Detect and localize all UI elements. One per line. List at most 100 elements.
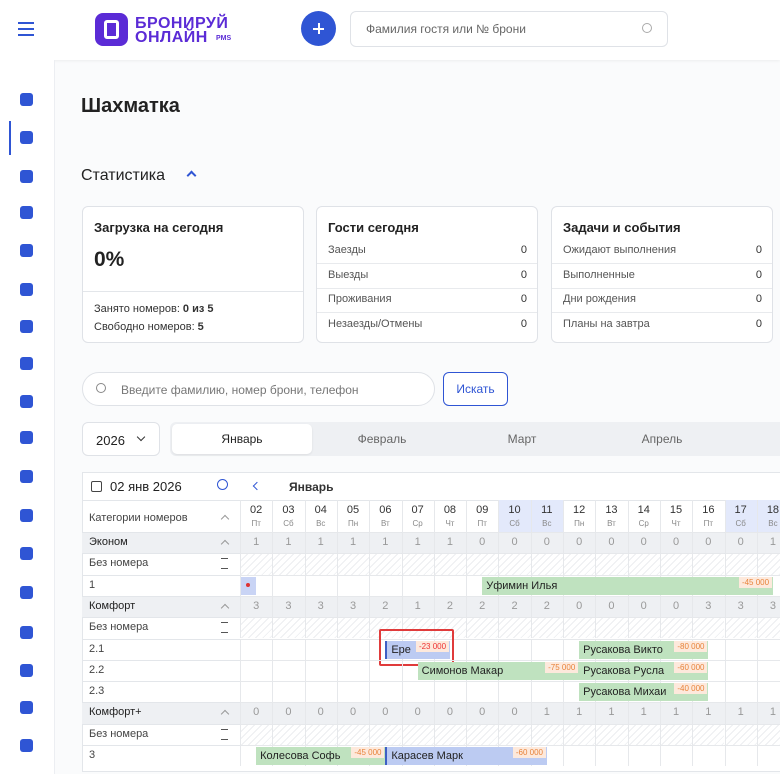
- search-box[interactable]: Введите фамилию, номер брони, телефон: [82, 372, 435, 406]
- day-cell: [272, 638, 305, 660]
- booking[interactable]: Симонов Макар: [417, 661, 580, 681]
- availability: 1: [640, 706, 647, 719]
- sidebar-icon[interactable]: [20, 131, 33, 144]
- stat-row-value: 0: [520, 317, 527, 330]
- sidebar-icon[interactable]: [20, 244, 33, 257]
- day-cell: [304, 723, 337, 745]
- month-tab[interactable]: Март: [507, 432, 537, 446]
- day-cell: [433, 553, 467, 575]
- day-cell: [401, 723, 434, 745]
- day-cell: [466, 532, 499, 554]
- day-cell: [304, 617, 337, 639]
- unassigned-icon: [221, 558, 228, 570]
- stat-line-value: 5: [197, 321, 204, 333]
- day-cell: [336, 574, 370, 596]
- sidebar-icon[interactable]: [20, 739, 33, 752]
- day-cell: [595, 595, 628, 618]
- day-column-head: [272, 500, 304, 532]
- menu-button[interactable]: [18, 22, 34, 36]
- day-cell: [369, 638, 402, 660]
- sidebar-icon[interactable]: [20, 320, 33, 333]
- day-column-head: [756, 500, 780, 532]
- stat-card-title: Задачи и события: [563, 220, 681, 235]
- availability: 0: [479, 536, 486, 548]
- search-button[interactable]: Искать: [443, 372, 508, 406]
- day-cell: [563, 553, 596, 575]
- year-select[interactable]: 2026: [82, 422, 160, 456]
- sidebar-icon[interactable]: [20, 170, 33, 183]
- booking-name: Русакова Русла: [583, 664, 665, 677]
- unassigned-icon: [221, 728, 228, 740]
- day-number: 12: [573, 504, 586, 516]
- day-number: 14: [637, 504, 650, 516]
- sidebar-icon[interactable]: [20, 509, 33, 522]
- booking-name: Уфимин Илья: [486, 579, 558, 592]
- sidebar-icon[interactable]: [20, 93, 33, 106]
- day-cell: [240, 681, 273, 703]
- day-cell: [530, 532, 563, 554]
- day-cell: [240, 638, 273, 660]
- sidebar-icon[interactable]: [20, 395, 33, 408]
- sidebar-icon[interactable]: [20, 626, 33, 639]
- history-icon[interactable]: [217, 479, 228, 490]
- sidebar-icon[interactable]: [20, 701, 33, 714]
- header-search-placeholder: Фамилия гостя или № брони: [366, 22, 526, 36]
- booking[interactable]: Карасев Марк: [385, 747, 547, 766]
- day-cell: [369, 595, 402, 618]
- day-cell: [304, 702, 337, 724]
- day-weekday: Вт: [380, 519, 390, 528]
- add-button[interactable]: [301, 11, 336, 46]
- day-cell: [563, 681, 596, 703]
- availability: 0: [317, 706, 324, 719]
- day-cell: [756, 553, 780, 575]
- search-icon: [642, 23, 652, 33]
- day-cell: [595, 723, 628, 745]
- sidebar-icon[interactable]: [20, 431, 33, 444]
- month-tab-active[interactable]: Январь: [172, 424, 312, 454]
- day-number: 18: [766, 504, 780, 516]
- sidebar-icon[interactable]: [20, 470, 33, 483]
- day-cell: [563, 638, 596, 660]
- day-number: 05: [346, 504, 360, 516]
- day-column-head: [498, 500, 531, 532]
- day-number: 16: [702, 504, 715, 516]
- day-cell: [724, 553, 757, 575]
- sidebar-icon[interactable]: [20, 283, 33, 296]
- day-column-head: [336, 500, 369, 532]
- month-tab[interactable]: Февраль: [357, 432, 407, 446]
- day-cell: [692, 532, 725, 554]
- day-cell: [433, 595, 467, 618]
- day-cell: [272, 595, 305, 618]
- day-cell: [240, 595, 273, 618]
- row-label: Без номера: [89, 727, 149, 740]
- day-column-head: [369, 500, 401, 532]
- day-cell: [466, 574, 499, 596]
- availability: 2: [511, 599, 518, 612]
- logo-line2: ОНЛАЙН: [135, 29, 208, 46]
- sidebar-icon[interactable]: [20, 664, 33, 677]
- sidebar-icon[interactable]: [20, 586, 33, 599]
- booking-price: -60 000: [512, 747, 546, 758]
- stat-row-value: 0: [755, 293, 762, 305]
- sidebar-icon[interactable]: [20, 547, 33, 560]
- availability: 1: [253, 536, 260, 548]
- sidebar-icon[interactable]: [20, 357, 33, 370]
- day-weekday: Сб: [735, 519, 746, 528]
- day-weekday: Вс: [542, 519, 552, 528]
- day-cell: [336, 595, 370, 618]
- day-cell: [530, 702, 563, 724]
- sidebar-icon[interactable]: [20, 206, 33, 219]
- stat-line-value: 0 из 5: [182, 303, 214, 315]
- header-search[interactable]: Фамилия гостя или № брони: [350, 11, 668, 47]
- day-cell: [530, 595, 563, 618]
- day-cell: [466, 595, 499, 618]
- booking[interactable]: Уфимин Илья: [482, 576, 773, 595]
- month-tab[interactable]: Апрель: [641, 432, 683, 446]
- stat-row-value: 0: [755, 244, 762, 256]
- stats-toggle[interactable]: [186, 170, 197, 181]
- day-cell: [240, 723, 273, 745]
- logo-suffix: PMS: [216, 35, 232, 42]
- day-cell: [433, 574, 467, 596]
- day-cell: [756, 745, 780, 767]
- day-cell: [692, 553, 725, 575]
